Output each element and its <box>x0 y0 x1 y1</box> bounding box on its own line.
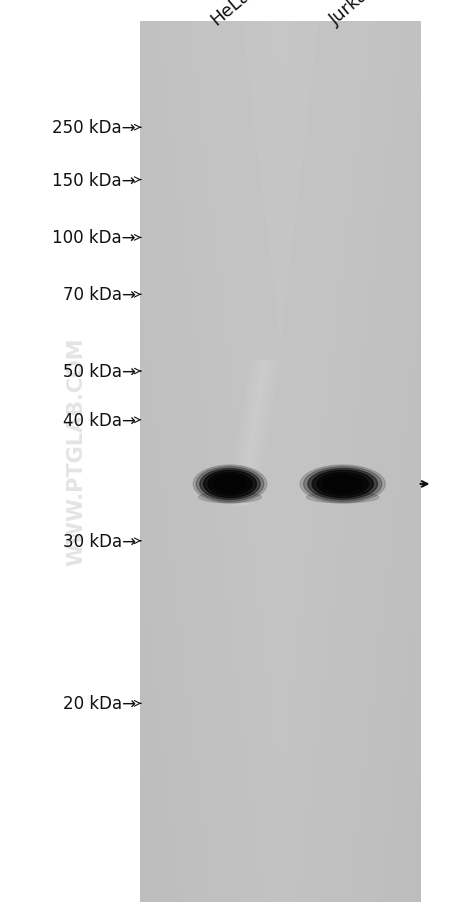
Ellipse shape <box>307 469 377 500</box>
Ellipse shape <box>196 467 263 502</box>
Text: HeLa: HeLa <box>207 0 253 29</box>
Text: Jurkat: Jurkat <box>326 0 377 29</box>
Ellipse shape <box>323 476 361 492</box>
Ellipse shape <box>306 492 378 503</box>
Ellipse shape <box>303 467 381 502</box>
Text: 250 kDa→: 250 kDa→ <box>52 119 135 137</box>
Ellipse shape <box>311 471 373 498</box>
Text: 40 kDa→: 40 kDa→ <box>63 411 135 429</box>
Text: 20 kDa→: 20 kDa→ <box>62 695 135 713</box>
Ellipse shape <box>198 492 261 503</box>
Text: 150 kDa→: 150 kDa→ <box>52 171 135 189</box>
Ellipse shape <box>213 476 246 492</box>
Text: 50 kDa→: 50 kDa→ <box>63 363 135 381</box>
Text: 70 kDa→: 70 kDa→ <box>63 286 135 304</box>
Ellipse shape <box>203 471 256 498</box>
Text: 30 kDa→: 30 kDa→ <box>62 532 135 550</box>
Ellipse shape <box>317 473 368 496</box>
Text: WWW.PTGLAB.COM: WWW.PTGLAB.COM <box>66 336 86 566</box>
Text: 100 kDa→: 100 kDa→ <box>52 229 135 247</box>
Ellipse shape <box>207 473 252 496</box>
Ellipse shape <box>199 469 260 500</box>
Ellipse shape <box>193 465 266 503</box>
Ellipse shape <box>299 465 385 503</box>
